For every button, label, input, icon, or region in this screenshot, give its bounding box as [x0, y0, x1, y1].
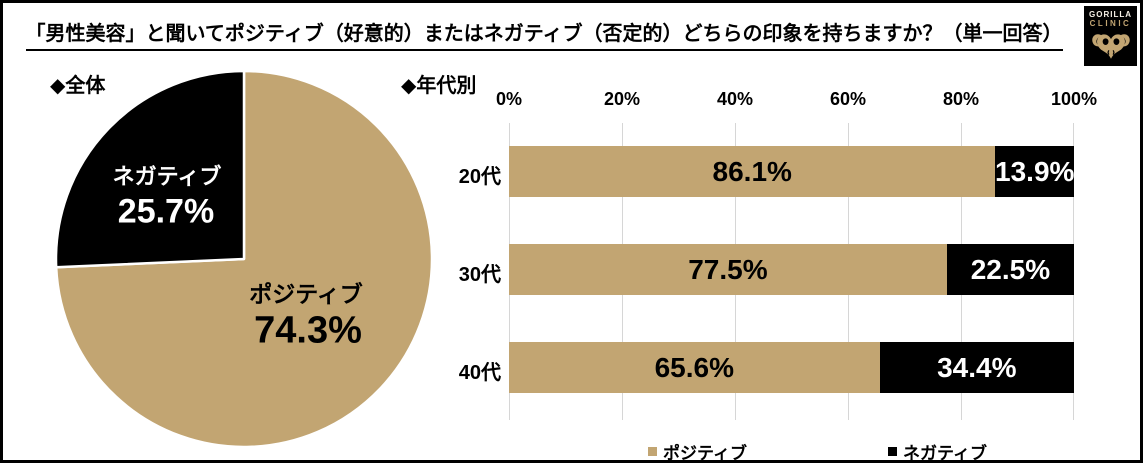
pie-label-negative-name: ネガティブ: [112, 164, 222, 189]
bar-segment-negative: 34.4%: [879, 342, 1074, 393]
x-axis: 0% 20% 40% 60% 80% 100%: [496, 89, 1097, 109]
bar-value-label: 65.6%: [654, 351, 735, 383]
x-axis-tick: 20%: [603, 89, 641, 109]
legend-label-positive: ポジティブ: [663, 444, 747, 463]
category-label-40s: 40代: [458, 362, 501, 384]
category-label-30s: 30代: [458, 264, 501, 286]
legend-swatch-positive: [648, 447, 657, 456]
pie-label-positive-value: 74.3%: [254, 309, 362, 352]
x-axis-tick: 0%: [495, 89, 523, 109]
gorilla-clinic-logo: GORILLA CLINIC: [1084, 6, 1137, 66]
bar-segment-positive: 65.6%: [509, 342, 880, 393]
bar-row-20s: 86.1% 13.9%: [509, 146, 1074, 197]
legend-label-negative: ネガティブ: [903, 444, 987, 463]
pie-label-positive-name: ポジティブ: [249, 281, 363, 307]
bar-segment-positive: 77.5%: [509, 244, 947, 295]
pie-section-heading: ◆全体: [50, 75, 106, 97]
bar-value-label: 86.1%: [712, 155, 792, 187]
bar-row-30s: 77.5% 22.5%: [509, 244, 1074, 295]
bar-segment-positive: 86.1%: [509, 146, 996, 197]
x-axis-tick: 100%: [1050, 89, 1098, 109]
legend-swatch-negative: [888, 447, 897, 456]
pie-chart-svg: [54, 69, 434, 449]
pie-label-negative-value: 25.7%: [117, 192, 215, 231]
bar-row-40s: 65.6% 34.4%: [509, 342, 1074, 393]
legend-item-negative: ネガティブ: [888, 439, 987, 463]
category-label-20s: 20代: [458, 166, 501, 188]
bar-section-heading: ◆年代別: [401, 75, 477, 97]
x-axis-tick: 60%: [829, 89, 867, 109]
bar-segment-negative: 13.9%: [995, 146, 1074, 197]
gorilla-face-icon: [1091, 34, 1130, 59]
bar-value-label: 22.5%: [970, 253, 1051, 285]
pie-slice-negative: [54, 69, 246, 269]
page-title: 「男性美容」と聞いてポジティブ（好意的）またはネガティブ（否定的）どちらの印象を…: [25, 17, 1063, 51]
logo-brand-line2: CLINIC: [1089, 19, 1132, 28]
title-wrap: 「男性美容」と聞いてポジティブ（好意的）またはネガティブ（否定的）どちらの印象を…: [3, 17, 1085, 51]
bar-value-label: 13.9%: [995, 155, 1075, 187]
x-axis-tick: 40%: [716, 89, 754, 109]
x-axis-tick: 80%: [942, 89, 980, 109]
bar-chart: 86.1% 13.9% 77.5% 22.5% 65.6% 34.4%: [509, 123, 1074, 420]
pie-chart: ネガティブ 25.7% ポジティブ 74.3%: [54, 69, 434, 449]
bar-value-label: 34.4%: [937, 351, 1017, 383]
bar-value-label: 77.5%: [688, 253, 768, 285]
logo-brand-line1: GORILLA: [1089, 10, 1132, 19]
legend-item-positive: ポジティブ: [648, 439, 747, 463]
bar-segment-negative: 22.5%: [946, 244, 1074, 295]
